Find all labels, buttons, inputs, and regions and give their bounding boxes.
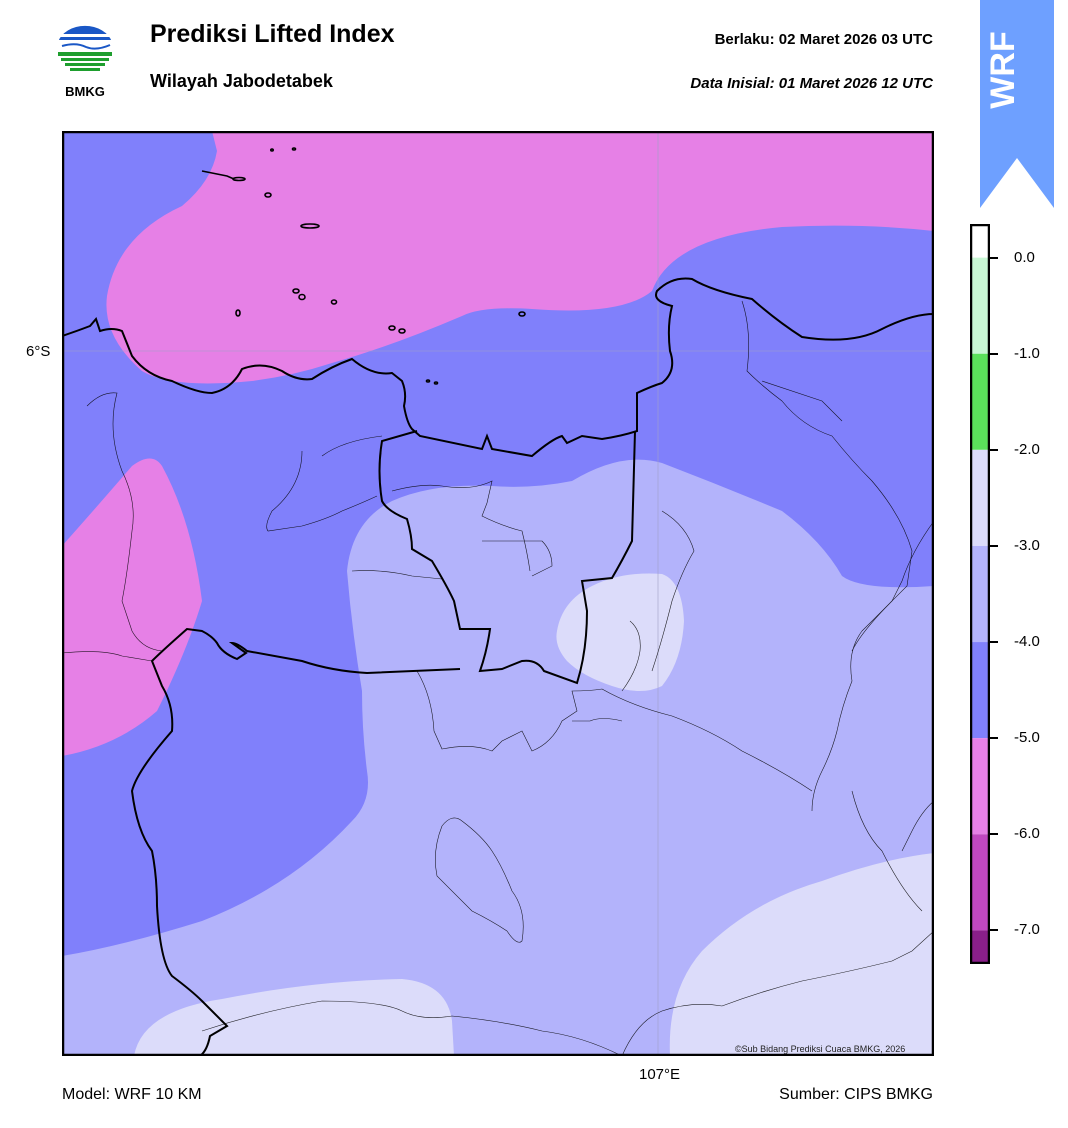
colorbar-band (970, 449, 990, 546)
wrf-badge: WRF (980, 0, 1054, 208)
bmkg-logo (52, 20, 118, 100)
colorbar-tick (990, 641, 998, 644)
colorbar-band (970, 353, 990, 450)
valid-time: Berlaku: 02 Maret 2026 03 UTC (714, 31, 933, 48)
colorbar-band (970, 257, 990, 354)
colorbar-tick-label: -6.0 (1014, 825, 1040, 843)
colorbar-tick-label: -2.0 (1014, 440, 1040, 458)
field-minus2-3-center (556, 573, 684, 691)
colorbar-band (970, 224, 990, 258)
colorbar-band (970, 545, 990, 643)
colorbar-tick-label: -7.0 (1014, 921, 1040, 939)
colorbar-scale (969, 223, 991, 965)
colorbar-frame (969, 223, 991, 965)
init-time: Data Inisial: 01 Maret 2026 12 UTC (690, 75, 933, 92)
province-boundary-west (378, 430, 636, 685)
colorbar-tick (990, 448, 998, 451)
colorbar-tick (990, 833, 998, 836)
latitude-label: 6°S (26, 343, 51, 360)
source-label: Sumber: CIPS BMKG (779, 1086, 933, 1103)
field-minus5-6-west (62, 458, 202, 756)
map-frame (61, 130, 935, 1057)
bmkg-logo-icon (58, 25, 112, 71)
district-boundaries (62, 300, 934, 1056)
province-boundary-banten (130, 627, 461, 1056)
colorbar-band (970, 834, 990, 931)
colorbar-tick (990, 256, 998, 259)
map-panel[interactable] (61, 130, 935, 1057)
colorbar-tick (990, 544, 998, 547)
colorbar-tick (990, 929, 998, 932)
longitude-label: 107°E (639, 1066, 681, 1083)
page-title: Prediksi Lifted Index (150, 20, 395, 48)
coastline (62, 277, 934, 458)
field-minus3-4 (62, 459, 934, 1056)
wrf-badge-label: WRF (984, 31, 1022, 108)
field-minus5-6-north (106, 131, 934, 384)
page-subtitle: Wilayah Jabodetabek (150, 71, 333, 91)
colorbar-tick-label: -5.0 (1014, 729, 1040, 747)
lifted-index-map[interactable] (61, 130, 935, 1057)
colorbar-tick-label: -4.0 (1014, 633, 1040, 651)
map-credit: ©Sub Bidang Prediksi Cuaca BMKG, 2026 (735, 1044, 906, 1054)
colorbar (969, 223, 991, 965)
colorbar-tick (990, 352, 998, 355)
colorbar-band (970, 930, 990, 964)
field-minus2-3-south (134, 979, 454, 1056)
field-minus2-3-southeast (669, 853, 934, 1056)
model-label: Model: WRF 10 KM (62, 1086, 202, 1103)
colorbar-tick-label: 0.0 (1014, 248, 1035, 266)
colorbar-band (970, 738, 990, 835)
colorbar-tick-label: -3.0 (1014, 536, 1040, 554)
colorbar-band (970, 642, 990, 739)
colorbar-tick-label: -1.0 (1014, 344, 1040, 362)
thousand-islands (201, 147, 526, 385)
colorbar-tick (990, 737, 998, 740)
logo-text: BMKG (65, 84, 105, 99)
